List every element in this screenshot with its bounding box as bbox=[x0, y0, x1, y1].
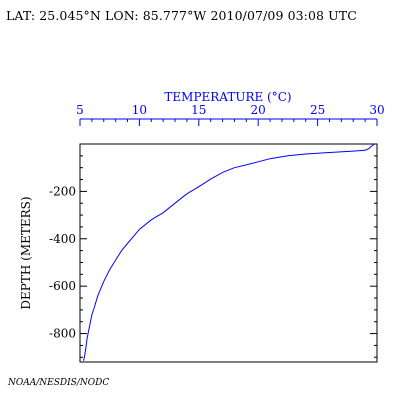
temperature-tick-label: 30 bbox=[369, 103, 384, 117]
temperature-tick-label: 10 bbox=[132, 103, 147, 117]
y-axis-label: DEPTH (METERS) bbox=[19, 196, 33, 309]
depth-tick-label: -400 bbox=[49, 232, 76, 246]
temperature-tick-label: 5 bbox=[76, 103, 84, 117]
temperature-tick-label: 15 bbox=[191, 103, 206, 117]
depth-tick-label: -600 bbox=[49, 279, 76, 293]
plot-frame bbox=[79, 143, 378, 363]
depth-tick-label: -200 bbox=[49, 184, 76, 198]
temperature-profile-line bbox=[83, 143, 375, 361]
station-header: LAT: 25.045°N LON: 85.777°W 2010/07/09 0… bbox=[6, 8, 357, 23]
data-credit: NOAA/NESDIS/NODC bbox=[8, 378, 110, 388]
x-axis-label: TEMPERATURE (°C) bbox=[164, 90, 291, 104]
temperature-tick-label: 25 bbox=[310, 103, 325, 117]
depth-tick-label: -800 bbox=[49, 327, 76, 341]
temperature-tick-label: 20 bbox=[251, 103, 266, 117]
